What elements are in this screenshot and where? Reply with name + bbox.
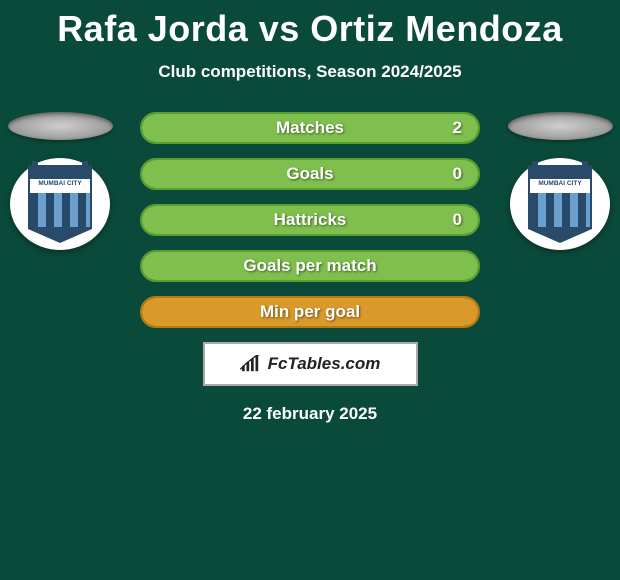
crest-label: MUMBAI CITY xyxy=(28,179,92,193)
player-ellipse-right xyxy=(508,112,613,140)
brand-box[interactable]: FcTables.com xyxy=(203,342,418,386)
stat-value-right: 2 xyxy=(453,118,462,138)
team-crest-left: MUMBAI CITY xyxy=(10,158,110,250)
subtitle: Club competitions, Season 2024/2025 xyxy=(0,62,620,82)
crest-label: MUMBAI CITY xyxy=(528,179,592,193)
player-ellipse-left xyxy=(8,112,113,140)
stat-label: Matches xyxy=(276,118,344,138)
stat-row: Goals 0 xyxy=(140,158,480,190)
left-column: MUMBAI CITY xyxy=(0,112,120,250)
chart-icon xyxy=(240,355,262,373)
crest-graphic: MUMBAI CITY xyxy=(526,165,594,243)
team-crest-right: MUMBAI CITY xyxy=(510,158,610,250)
stat-label: Hattricks xyxy=(274,210,347,230)
stats-list: Matches 2 Goals 0 Hattricks 0 Goals per match M… xyxy=(140,112,480,328)
stat-value-right: 0 xyxy=(453,210,462,230)
stat-row: Matches 2 xyxy=(140,112,480,144)
stat-label: Goals xyxy=(286,164,333,184)
crest-graphic: MUMBAI CITY xyxy=(26,165,94,243)
stat-row: Goals per match xyxy=(140,250,480,282)
right-column: MUMBAI CITY xyxy=(500,112,620,250)
stat-label: Goals per match xyxy=(243,256,376,276)
stat-label: Min per goal xyxy=(260,302,360,322)
stat-row: Hattricks 0 xyxy=(140,204,480,236)
date-label: 22 february 2025 xyxy=(0,404,620,424)
brand-label: FcTables.com xyxy=(268,354,381,374)
stat-row: Min per goal xyxy=(140,296,480,328)
main-content: MUMBAI CITY MUMBAI CITY Matches2Goals0Ha… xyxy=(0,112,620,424)
page-title: Rafa Jorda vs Ortiz Mendoza xyxy=(0,0,620,50)
stat-value-right: 0 xyxy=(453,164,462,184)
